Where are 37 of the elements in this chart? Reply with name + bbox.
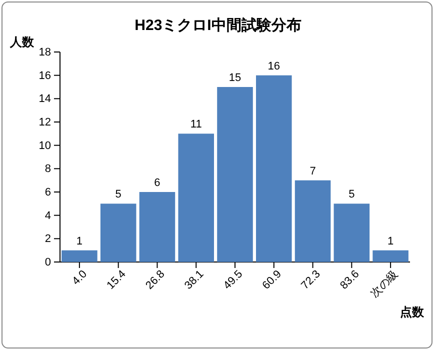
y-tick-label: 16 (38, 70, 51, 82)
y-tick-label: 12 (38, 116, 51, 129)
data-label: 11 (190, 118, 202, 131)
y-tick-label: 0 (44, 256, 51, 269)
data-label: 7 (310, 165, 316, 178)
y-tick-label: 10 (38, 140, 51, 152)
x-tick-label: 次の級 (368, 268, 401, 300)
data-label: 5 (348, 188, 355, 201)
data-label: 16 (268, 60, 280, 72)
data-label: 1 (387, 235, 394, 248)
x-tick-label: 4.0 (70, 268, 90, 288)
x-tick-label: 49.5 (221, 268, 246, 292)
bar (256, 75, 292, 262)
bar (139, 192, 176, 262)
y-tick-label: 14 (38, 93, 51, 106)
x-axis-title: 点数 (400, 305, 425, 319)
bar (294, 180, 331, 262)
bar (334, 204, 370, 262)
data-label: 1 (76, 235, 83, 248)
bar (178, 134, 214, 262)
bar (372, 250, 408, 262)
data-label: 6 (154, 177, 160, 189)
y-tick-label: 6 (44, 186, 51, 199)
x-tick-label: 38.1 (182, 268, 206, 292)
data-label: 15 (228, 72, 242, 84)
data-label: 5 (115, 188, 122, 201)
y-axis-title: 人数 (9, 35, 35, 49)
bar (62, 250, 98, 262)
chart-title: H23ミクロI中間試験分布 (134, 17, 302, 34)
x-tick-label: 60.9 (260, 268, 284, 292)
y-tick-label: 4 (44, 210, 51, 222)
y-tick-label: 2 (44, 233, 51, 246)
bar (100, 204, 136, 262)
y-tick-label: 18 (38, 46, 51, 59)
x-tick-label: 72.3 (299, 268, 323, 292)
bar (217, 87, 253, 262)
y-tick-label: 8 (44, 163, 51, 176)
